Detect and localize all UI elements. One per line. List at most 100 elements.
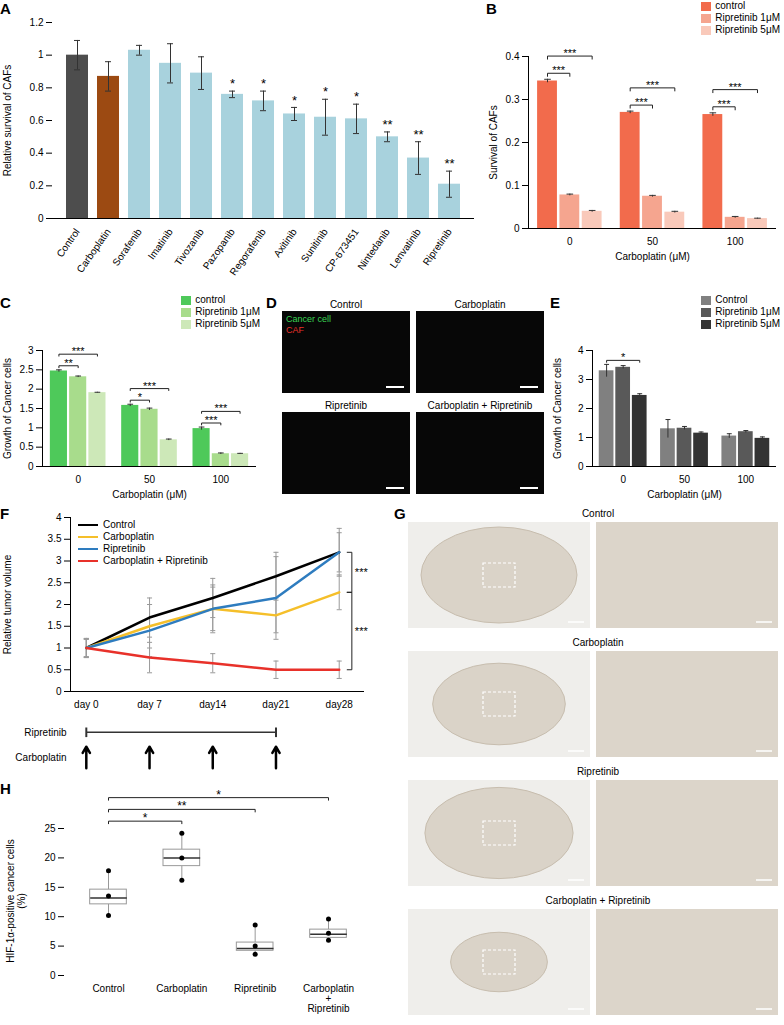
svg-text:***: ***: [355, 625, 369, 637]
svg-text:Growth of Cancer cells: Growth of Cancer cells: [2, 358, 13, 459]
svg-text:**: **: [382, 117, 392, 132]
svg-text:Carboplatin + Ripretinib: Carboplatin + Ripretinib: [428, 400, 533, 411]
svg-text:0.5: 0.5: [48, 664, 62, 675]
svg-text:Carboplatin+Ripretinib: Carboplatin+Ripretinib: [303, 983, 354, 1014]
svg-text:0: 0: [50, 970, 56, 981]
svg-text:day 7: day 7: [137, 699, 162, 710]
svg-text:3.5: 3.5: [48, 533, 62, 544]
svg-text:0: 0: [578, 461, 584, 472]
svg-text:Carboplatin (μM): Carboplatin (μM): [112, 489, 187, 500]
svg-text:0.4: 0.4: [30, 147, 44, 158]
svg-text:Axitinib: Axitinib: [271, 226, 299, 259]
svg-text:***: ***: [718, 98, 732, 110]
svg-text:Control: Control: [54, 226, 82, 259]
svg-text:0.3: 0.3: [506, 94, 520, 105]
svg-text:Growth of Cancer cells: Growth of Cancer cells: [552, 358, 563, 459]
svg-text:Carboplatin + Ripretinib: Carboplatin + Ripretinib: [546, 895, 651, 906]
svg-text:0: 0: [620, 474, 626, 485]
svg-text:50: 50: [144, 474, 156, 485]
svg-text:0: 0: [38, 213, 44, 224]
svg-text:2: 2: [578, 403, 584, 414]
svg-text:***: ***: [563, 47, 577, 59]
svg-text:Control: Control: [582, 508, 614, 519]
svg-text:Control: Control: [330, 299, 362, 310]
svg-text:0: 0: [514, 223, 520, 234]
svg-text:100: 100: [212, 474, 229, 485]
svg-text:1: 1: [56, 642, 62, 653]
svg-text:Ripretinib: Ripretinib: [24, 727, 67, 738]
svg-text:Tivozanib: Tivozanib: [172, 226, 206, 267]
svg-text:Carboplatin (μM): Carboplatin (μM): [647, 489, 722, 500]
svg-text:Imatinib: Imatinib: [146, 226, 175, 261]
svg-text:50: 50: [679, 474, 691, 485]
svg-text:***: ***: [205, 414, 219, 426]
svg-text:Sorafenib: Sorafenib: [110, 226, 144, 268]
svg-text:***: ***: [729, 81, 743, 93]
svg-text:Control: Control: [92, 983, 124, 994]
svg-text:Carboplatin: Carboplatin: [572, 637, 623, 648]
svg-text:Carboplatin (μM): Carboplatin (μM): [615, 251, 690, 262]
svg-text:Sunitinib: Sunitinib: [299, 226, 330, 264]
svg-text:100: 100: [737, 474, 754, 485]
svg-text:*: *: [292, 93, 297, 108]
svg-text:100: 100: [727, 236, 744, 247]
svg-text:*: *: [261, 76, 266, 91]
svg-text:0: 0: [28, 461, 34, 472]
svg-text:*: *: [143, 811, 148, 825]
svg-text:***: ***: [635, 96, 649, 108]
svg-text:0.2: 0.2: [30, 180, 44, 191]
svg-text:*: *: [138, 391, 143, 403]
svg-text:***: ***: [143, 380, 157, 392]
svg-text:CAF: CAF: [286, 325, 305, 335]
svg-text:Ripretinib: Ripretinib: [325, 400, 368, 411]
svg-text:1.2: 1.2: [30, 17, 44, 28]
svg-text:***: ***: [214, 402, 228, 414]
svg-text:Ripretinib: Ripretinib: [421, 226, 454, 267]
svg-text:4: 4: [56, 512, 62, 523]
svg-text:0.5: 0.5: [20, 441, 34, 452]
svg-text:4: 4: [578, 345, 584, 356]
svg-text:**: **: [177, 799, 187, 813]
svg-text:2.5: 2.5: [48, 577, 62, 588]
svg-text:1: 1: [28, 422, 34, 433]
svg-text:1.5: 1.5: [48, 620, 62, 631]
svg-text:day28: day28: [326, 699, 354, 710]
svg-text:Carboplatin: Carboplatin: [74, 226, 112, 274]
svg-text:Relative tumor volume: Relative tumor volume: [2, 554, 13, 654]
svg-text:2: 2: [28, 383, 34, 394]
svg-text:5: 5: [50, 940, 56, 951]
svg-text:day14: day14: [199, 699, 227, 710]
svg-text:0: 0: [567, 236, 573, 247]
svg-text:0: 0: [75, 474, 81, 485]
svg-text:*: *: [230, 76, 235, 91]
svg-text:**: **: [444, 156, 454, 171]
svg-text:*: *: [621, 351, 626, 363]
svg-text:Ripretinib: Ripretinib: [234, 983, 277, 994]
svg-text:1: 1: [578, 432, 584, 443]
svg-text:Relative survival of CAFs: Relative survival of CAFs: [2, 65, 13, 177]
svg-text:***: ***: [72, 345, 86, 357]
svg-text:Carboplatin: Carboplatin: [454, 299, 505, 310]
svg-text:3: 3: [56, 555, 62, 566]
svg-text:Cancer cell: Cancer cell: [286, 314, 331, 324]
svg-text:0: 0: [56, 686, 62, 697]
svg-text:20: 20: [44, 852, 56, 863]
svg-text:Carboplatin: Carboplatin: [15, 752, 66, 763]
svg-text:***: ***: [646, 79, 660, 91]
svg-text:Survival of CAFs: Survival of CAFs: [488, 105, 499, 179]
svg-text:3: 3: [28, 345, 34, 356]
svg-text:**: **: [64, 357, 73, 369]
svg-text:25: 25: [44, 823, 56, 834]
svg-text:10: 10: [44, 911, 56, 922]
svg-text:50: 50: [647, 236, 659, 247]
svg-text:Ripretinib: Ripretinib: [577, 766, 620, 777]
svg-text:***: ***: [552, 64, 566, 76]
svg-text:0.8: 0.8: [30, 82, 44, 93]
svg-text:3: 3: [578, 374, 584, 385]
svg-text:2.5: 2.5: [20, 364, 34, 375]
svg-text:day21: day21: [262, 699, 290, 710]
svg-text:day 0: day 0: [74, 699, 99, 710]
svg-text:15: 15: [44, 882, 56, 893]
svg-text:CP-673451: CP-673451: [323, 226, 361, 274]
svg-text:***: ***: [355, 566, 369, 578]
